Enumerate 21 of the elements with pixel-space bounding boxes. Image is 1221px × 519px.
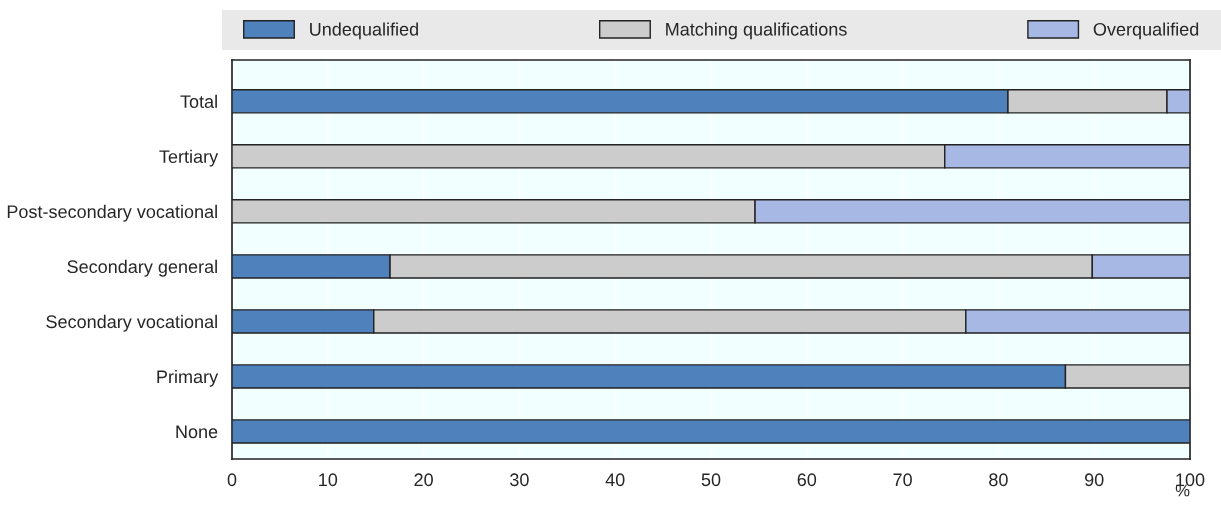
legend-label: Matching qualifications	[666, 22, 847, 40]
x-tick-label: 50	[701, 473, 721, 487]
y-tick-label: Tertiary	[159, 149, 219, 167]
x-tick-label: 80	[989, 473, 1008, 487]
x-tick-label: 60	[797, 473, 817, 487]
x-tick-label: 100	[1176, 473, 1205, 487]
y-tick-label: None	[176, 425, 218, 439]
y-tick-label: Secondary vocational	[46, 314, 217, 332]
legend-label: Overqualified	[1093, 22, 1199, 40]
x-tick-label: 40	[605, 473, 625, 487]
x-tick-label: 20	[414, 473, 433, 487]
y-tick-label: Post-secondary vocational	[7, 204, 217, 222]
legend-label: Undequalified	[310, 22, 418, 40]
x-tick-label: 70	[893, 473, 912, 487]
x-tick-label: 90	[1085, 473, 1104, 487]
y-tick-label: Primary	[157, 369, 219, 387]
y-tick-label: Total	[180, 94, 217, 108]
x-tick-label: 0	[227, 473, 237, 487]
x-tick-label: 30	[510, 473, 529, 487]
x-tick-label: 10	[319, 473, 338, 487]
y-tick-label: Secondary general	[67, 259, 217, 277]
